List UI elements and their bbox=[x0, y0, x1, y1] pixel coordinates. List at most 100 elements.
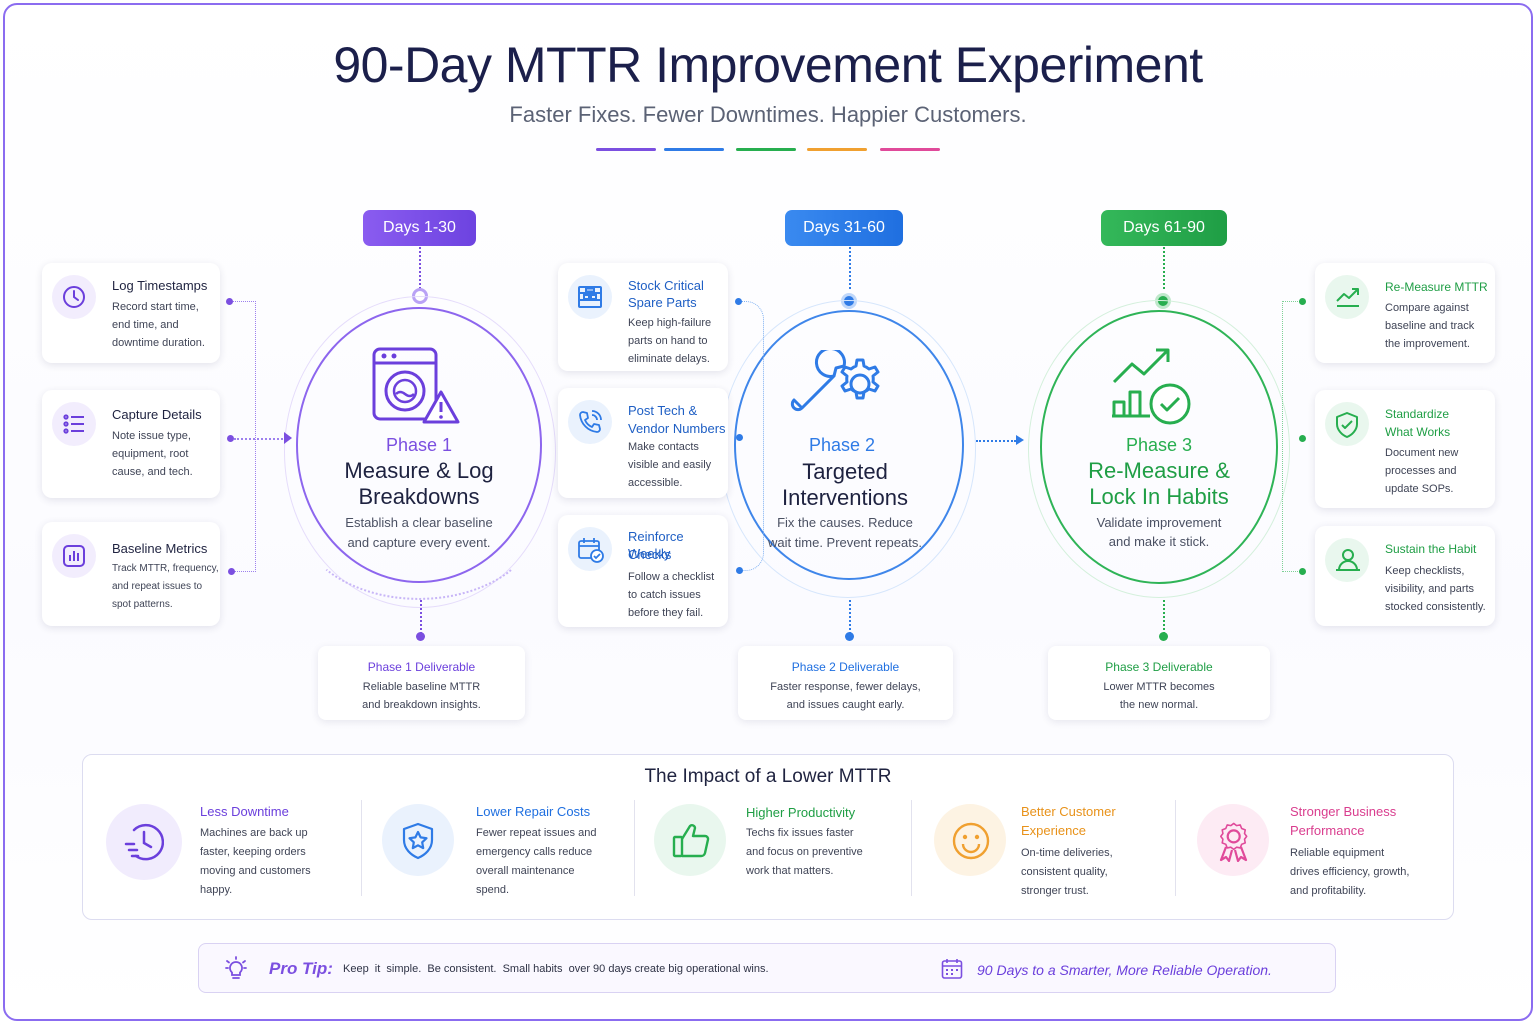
impact-item-title: Less Downtime bbox=[200, 804, 289, 819]
impact-item-desc-line: Techs fix issues faster bbox=[746, 827, 854, 839]
left-card-1-node bbox=[226, 298, 233, 305]
card-title: What Works bbox=[1385, 425, 1451, 439]
card-desc-line: accessible. bbox=[628, 477, 683, 489]
phase-1-deliverable-title: Phase 1 Deliverable bbox=[367, 660, 476, 674]
phase-2-ring bbox=[734, 310, 964, 580]
card-desc-line: Note issue type, bbox=[112, 430, 191, 442]
card-desc-line: processes and bbox=[1385, 465, 1457, 477]
color-underline-bar bbox=[596, 148, 946, 152]
thumbs-up-icon bbox=[654, 804, 726, 876]
card-desc-line: Make contacts bbox=[628, 441, 699, 453]
card-desc-line: visible and easily bbox=[628, 459, 712, 471]
calendar-check-icon bbox=[568, 527, 612, 571]
impact-item-desc-line: Reliable equipment bbox=[1290, 847, 1385, 859]
left-cards-bracket bbox=[230, 301, 256, 572]
impact-item-lower-repair-costs: Lower Repair Costs Fewer repeat issues a… bbox=[382, 800, 632, 910]
mid-card-1-node bbox=[735, 298, 742, 305]
card-re-measure-mttr: Re-Measure MTTR Compare against baseline… bbox=[1315, 263, 1495, 363]
impact-item-better-customer-experience: Better Customer Experience On-time deliv… bbox=[934, 800, 1174, 910]
impact-divider bbox=[361, 800, 362, 896]
impact-item-desc-line: work that matters. bbox=[746, 865, 834, 877]
card-desc-line: eliminate delays. bbox=[628, 353, 710, 365]
card-desc-line: stocked consistently. bbox=[1385, 601, 1486, 613]
people-icon bbox=[1325, 538, 1369, 582]
fast-clock-icon bbox=[106, 804, 182, 880]
card-title: Vendor Numbers bbox=[628, 421, 726, 436]
card-desc-line: before they fail. bbox=[628, 607, 704, 619]
left-to-phase-1-connector bbox=[234, 438, 286, 440]
phase-3-bottom-connector bbox=[1163, 600, 1165, 634]
phase-3-name-line-1: Re-Measure & bbox=[1088, 458, 1230, 483]
trend-up-icon bbox=[1325, 275, 1369, 319]
page-title: 90-Day MTTR Improvement Experiment bbox=[333, 37, 1203, 93]
phase-3-deliverable-line-1: Lower MTTR becomes bbox=[1103, 681, 1215, 693]
arrow-into-phase-3 bbox=[1016, 435, 1024, 445]
card-title: Stock Critical bbox=[628, 278, 704, 293]
card-standardize-what-works: Standardize What Works Document new proc… bbox=[1315, 390, 1495, 508]
impact-item-desc-line: moving and customers bbox=[200, 865, 311, 877]
phase-1-deliverable-line-1: Reliable baseline MTTR bbox=[362, 681, 481, 693]
right-cards-bracket bbox=[1282, 301, 1304, 572]
phase-3-deliverable-title: Phase 3 Deliverable bbox=[1105, 660, 1213, 674]
card-desc-line: and repeat issues to bbox=[112, 581, 203, 592]
phase-3-desc-line-1: Validate improvement bbox=[1096, 515, 1222, 530]
award-ribbon-icon bbox=[1197, 804, 1269, 876]
card-desc-line: parts on hand to bbox=[628, 335, 708, 347]
card-desc-line: Track MTTR, frequency, bbox=[112, 563, 219, 574]
phase-2-name-line-2: Interventions bbox=[782, 485, 908, 510]
card-desc-line: cause, and tech. bbox=[112, 466, 193, 478]
impact-divider bbox=[1175, 800, 1176, 896]
card-desc-line: to catch issues bbox=[628, 589, 701, 601]
phase-3-label: Phase 3 bbox=[1125, 435, 1193, 455]
card-desc-line: Record start time, bbox=[112, 301, 199, 313]
phase-3-desc-line-2: and make it stick. bbox=[1108, 534, 1210, 549]
phase-1-name-line-2: Breakdowns bbox=[358, 484, 480, 509]
card-desc-line: visibility, and parts bbox=[1385, 583, 1475, 595]
impact-item-less-downtime: Less Downtime Machines are back up faste… bbox=[106, 800, 356, 910]
phase-3-top-connector bbox=[1163, 247, 1165, 289]
right-card-1-node bbox=[1299, 298, 1306, 305]
card-desc-line: equipment, root bbox=[112, 448, 189, 460]
impact-title: The Impact of a Lower MTTR bbox=[644, 766, 892, 787]
phase-2-top-connector bbox=[849, 247, 851, 289]
mid-card-2-node bbox=[736, 434, 743, 441]
phase-2-deliverable-card: Phase 2 Deliverable Faster response, few… bbox=[738, 646, 953, 720]
shield-star-icon bbox=[382, 804, 454, 876]
left-card-3-node bbox=[228, 568, 235, 575]
card-desc-line: Document new bbox=[1385, 447, 1459, 459]
phase-1-bottom-connector bbox=[420, 600, 422, 634]
phase-2-desc-line-2: wait time. Prevent repeats. bbox=[768, 535, 922, 550]
impact-item-desc-line: and focus on preventive bbox=[746, 846, 863, 858]
impact-item-title: Higher Productivity bbox=[746, 805, 856, 820]
impact-item-desc-line: overall maintenance bbox=[476, 865, 575, 877]
pro-tip-tagline: 90 Days to a Smarter, More Reliable Oper… bbox=[977, 962, 1272, 978]
pro-tip-label: Pro Tip: bbox=[269, 959, 333, 978]
card-title: Spare Parts bbox=[628, 295, 697, 310]
impact-item-title: Experience bbox=[1021, 823, 1087, 838]
card-capture-details: Capture Details Note issue type, equipme… bbox=[42, 390, 220, 498]
pro-tip-text: Keep it simple. Be consistent. Small hab… bbox=[343, 963, 769, 975]
card-title: Post Tech & bbox=[628, 403, 698, 418]
phase-1-bottom-node bbox=[416, 632, 425, 641]
card-desc-line: Follow a checklist bbox=[628, 571, 715, 583]
card-desc-line: baseline and track bbox=[1385, 320, 1475, 332]
phase-2-desc-line-1: Fix the causes. Reduce bbox=[777, 515, 913, 530]
phase-2-deliverable-line-1: Faster response, fewer delays, bbox=[770, 681, 921, 693]
card-log-timestamps: Log Timestamps Record start time, end ti… bbox=[42, 263, 220, 363]
impact-item-higher-productivity: Higher Productivity Techs fix issues fas… bbox=[654, 800, 904, 910]
phase-1-desc-line-1: Establish a clear baseline bbox=[345, 515, 493, 530]
impact-item-desc-line: faster, keeping orders bbox=[200, 846, 306, 858]
mid-cards-bracket bbox=[740, 301, 764, 571]
phase-1-days-pill: Days 1-30 bbox=[363, 210, 476, 246]
card-desc-line: Keep high-failure bbox=[628, 317, 712, 329]
card-title: Capture Details bbox=[112, 407, 202, 422]
impact-divider bbox=[911, 800, 912, 896]
phone-icon bbox=[568, 400, 612, 444]
card-title: Standardize bbox=[1385, 407, 1450, 421]
card-sustain-the-habit: Sustain the Habit Keep checklists, visib… bbox=[1315, 526, 1495, 626]
phase-3-deliverable-line-2: the new normal. bbox=[1119, 699, 1199, 711]
card-desc-line: update SOPs. bbox=[1385, 483, 1454, 495]
clock-icon bbox=[52, 275, 96, 319]
page-subtitle: Faster Fixes. Fewer Downtimes. Happier C… bbox=[509, 102, 1027, 127]
phase-3-days-pill: Days 61-90 bbox=[1101, 210, 1227, 246]
